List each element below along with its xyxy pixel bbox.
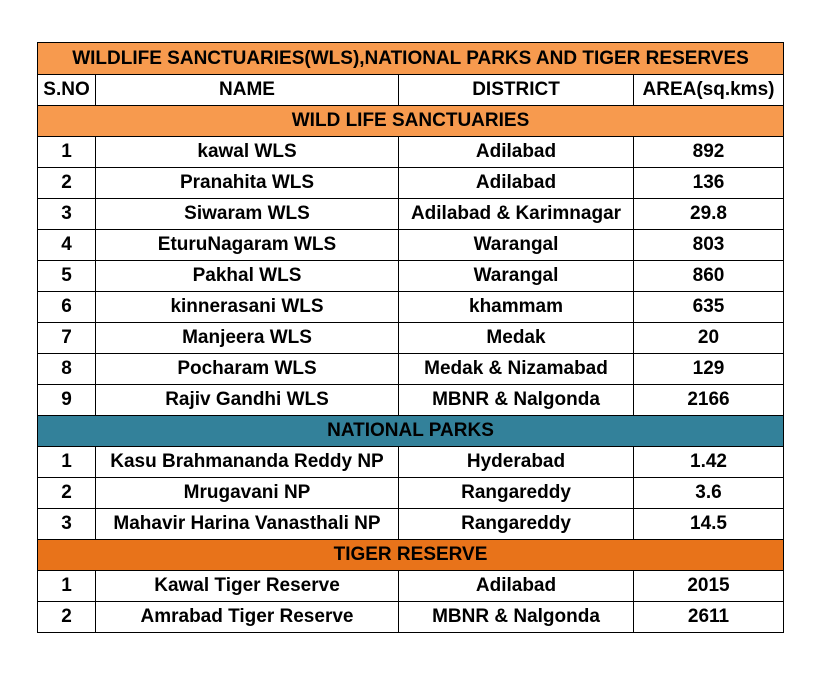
cell-district: Adilabad: [398, 570, 634, 602]
table-row: 1 kawal WLS Adilabad 892: [37, 136, 784, 168]
cell-district: Warangal: [398, 229, 634, 261]
cell-sno: 2: [37, 167, 96, 199]
cell-sno: 1: [37, 446, 96, 478]
header-area: AREA(sq.kms): [633, 74, 784, 106]
cell-area: 892: [633, 136, 784, 168]
cell-name: Manjeera WLS: [95, 322, 399, 354]
protected-areas-table: WILDLIFE SANCTUARIES(WLS),NATIONAL PARKS…: [37, 42, 784, 633]
section-title: WILD LIFE SANCTUARIES: [37, 105, 784, 137]
cell-name: Pocharam WLS: [95, 353, 399, 385]
cell-name: Kawal Tiger Reserve: [95, 570, 399, 602]
cell-name: Kasu Brahmananda Reddy NP: [95, 446, 399, 478]
cell-district: Medak: [398, 322, 634, 354]
cell-area: 129: [633, 353, 784, 385]
cell-district: Rangareddy: [398, 477, 634, 509]
cell-sno: 1: [37, 570, 96, 602]
cell-district: Adilabad & Karimnagar: [398, 198, 634, 230]
cell-name: Rajiv Gandhi WLS: [95, 384, 399, 416]
table-row: 5 Pakhal WLS Warangal 860: [37, 260, 784, 292]
table-row: 3 Mahavir Harina Vanasthali NP Rangareddy 1…: [37, 508, 784, 540]
section-national-parks: NATIONAL PARKS: [37, 415, 784, 447]
cell-sno: 8: [37, 353, 96, 385]
cell-district: Adilabad: [398, 136, 634, 168]
table-row: 2 Mrugavani NP Rangareddy 3.6: [37, 477, 784, 509]
cell-area: 860: [633, 260, 784, 292]
header-row: S.NO NAME DISTRICT AREA(sq.kms): [37, 74, 784, 106]
table-row: 4 EturuNagaram WLS Warangal 803: [37, 229, 784, 261]
cell-area: 2166: [633, 384, 784, 416]
cell-name: Amrabad Tiger Reserve: [95, 601, 399, 633]
cell-name: Pranahita WLS: [95, 167, 399, 199]
table-row: 6 kinnerasani WLS khammam 635: [37, 291, 784, 323]
cell-district: Adilabad: [398, 167, 634, 199]
cell-sno: 5: [37, 260, 96, 292]
cell-district: Medak & Nizamabad: [398, 353, 634, 385]
table-row: 3 Siwaram WLS Adilabad & Karimnagar 29.8: [37, 198, 784, 230]
cell-name: Mrugavani NP: [95, 477, 399, 509]
cell-area: 3.6: [633, 477, 784, 509]
table-row: 1 Kawal Tiger Reserve Adilabad 2015: [37, 570, 784, 602]
cell-area: 20: [633, 322, 784, 354]
header-sno: S.NO: [37, 74, 96, 106]
title-row: WILDLIFE SANCTUARIES(WLS),NATIONAL PARKS…: [37, 42, 784, 75]
section-title: TIGER RESERVE: [37, 539, 784, 571]
cell-name: Mahavir Harina Vanasthali NP: [95, 508, 399, 540]
table-row: 9 Rajiv Gandhi WLS MBNR & Nalgonda 2166: [37, 384, 784, 416]
cell-sno: 6: [37, 291, 96, 323]
header-name: NAME: [95, 74, 399, 106]
cell-name: Pakhal WLS: [95, 260, 399, 292]
cell-district: MBNR & Nalgonda: [398, 601, 634, 633]
table-row: 1 Kasu Brahmananda Reddy NP Hyderabad 1.42: [37, 446, 784, 478]
cell-sno: 3: [37, 198, 96, 230]
section-tiger-reserve: TIGER RESERVE: [37, 539, 784, 571]
cell-sno: 2: [37, 601, 96, 633]
header-district: DISTRICT: [398, 74, 634, 106]
cell-district: Warangal: [398, 260, 634, 292]
cell-name: kawal WLS: [95, 136, 399, 168]
cell-name: kinnerasani WLS: [95, 291, 399, 323]
cell-name: EturuNagaram WLS: [95, 229, 399, 261]
cell-district: Rangareddy: [398, 508, 634, 540]
cell-district: Hyderabad: [398, 446, 634, 478]
table-row: 7 Manjeera WLS Medak 20: [37, 322, 784, 354]
cell-sno: 1: [37, 136, 96, 168]
cell-area: 136: [633, 167, 784, 199]
cell-sno: 3: [37, 508, 96, 540]
cell-sno: 9: [37, 384, 96, 416]
cell-sno: 7: [37, 322, 96, 354]
table-body: WILDLIFE SANCTUARIES(WLS),NATIONAL PARKS…: [37, 42, 784, 633]
cell-district: MBNR & Nalgonda: [398, 384, 634, 416]
cell-area: 2611: [633, 601, 784, 633]
table-row: 8 Pocharam WLS Medak & Nizamabad 129: [37, 353, 784, 385]
cell-area: 1.42: [633, 446, 784, 478]
cell-area: 14.5: [633, 508, 784, 540]
cell-area: 29.8: [633, 198, 784, 230]
table-title: WILDLIFE SANCTUARIES(WLS),NATIONAL PARKS…: [37, 42, 784, 75]
cell-area: 2015: [633, 570, 784, 602]
table-row: 2 Pranahita WLS Adilabad 136: [37, 167, 784, 199]
cell-area: 803: [633, 229, 784, 261]
cell-sno: 2: [37, 477, 96, 509]
table-row: 2 Amrabad Tiger Reserve MBNR & Nalgonda 261…: [37, 601, 784, 633]
cell-area: 635: [633, 291, 784, 323]
cell-district: khammam: [398, 291, 634, 323]
section-wild-life-sanctuaries: WILD LIFE SANCTUARIES: [37, 105, 784, 137]
cell-name: Siwaram WLS: [95, 198, 399, 230]
section-title: NATIONAL PARKS: [37, 415, 784, 447]
cell-sno: 4: [37, 229, 96, 261]
